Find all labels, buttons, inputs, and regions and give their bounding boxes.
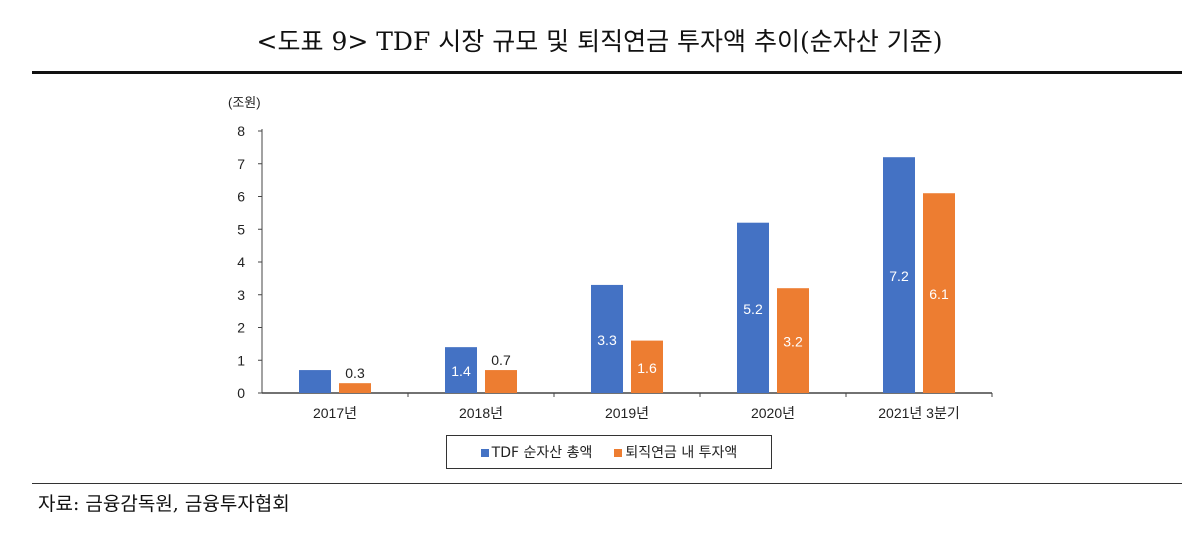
x-tick-label: 2017년 (313, 405, 357, 421)
source-note: 자료: 금융감독원, 금융투자협회 (38, 493, 290, 515)
bar-pension (631, 340, 663, 393)
legend-item-pension: 퇴직연금 내 투자액 (614, 442, 737, 462)
data-label: 5.2 (743, 301, 763, 317)
y-tick-label: 4 (237, 254, 245, 270)
bar-tdf (445, 347, 477, 393)
y-tick-label: 2 (237, 320, 245, 336)
bar-tdf (883, 157, 915, 393)
top-rule (32, 71, 1182, 74)
legend: TDF 순자산 총액 퇴직연금 내 투자액 (446, 435, 772, 469)
bar-tdf (737, 222, 769, 393)
legend-item-tdf: TDF 순자산 총액 (480, 442, 593, 462)
data-label: 7.2 (889, 268, 909, 284)
x-tick-label: 2018년 (459, 405, 503, 421)
x-tick-label: 2019년 (605, 405, 649, 421)
legend-label: TDF 순자산 총액 (491, 445, 593, 461)
bar-tdf (299, 370, 331, 393)
data-label: 0.3 (345, 365, 365, 381)
x-tick-label: 2021년 3분기 (878, 405, 959, 421)
data-label: 3.3 (597, 332, 617, 348)
bar-pension (777, 288, 809, 393)
unit-label: (조원) (228, 95, 261, 110)
bottom-rule (32, 483, 1182, 484)
data-label: 3.2 (783, 334, 803, 350)
chart-title: <도표 9> TDF 시장 규모 및 퇴직연금 투자액 추이(순자산 기준) (256, 27, 943, 56)
bar-tdf (591, 284, 623, 393)
legend-swatch (480, 449, 489, 457)
y-tick-label: 5 (237, 221, 245, 237)
y-tick-label: 3 (237, 287, 245, 303)
y-tick-label: 0 (237, 385, 245, 401)
bar-pension (923, 193, 955, 393)
bar-pension (339, 383, 371, 393)
y-tick-label: 1 (237, 352, 245, 368)
data-label: 1.6 (637, 360, 657, 376)
data-label: 6.1 (929, 286, 949, 302)
legend-label: 퇴직연금 내 투자액 (625, 445, 738, 461)
y-tick-label: 7 (237, 156, 245, 172)
bar-pension (485, 370, 517, 393)
y-tick-label: 8 (237, 123, 245, 139)
y-tick-label: 6 (237, 189, 245, 205)
data-label: 0.7 (491, 352, 511, 368)
x-tick-label: 2020년 (751, 405, 795, 421)
legend-swatch (614, 449, 623, 457)
data-label: 1.4 (451, 363, 471, 379)
